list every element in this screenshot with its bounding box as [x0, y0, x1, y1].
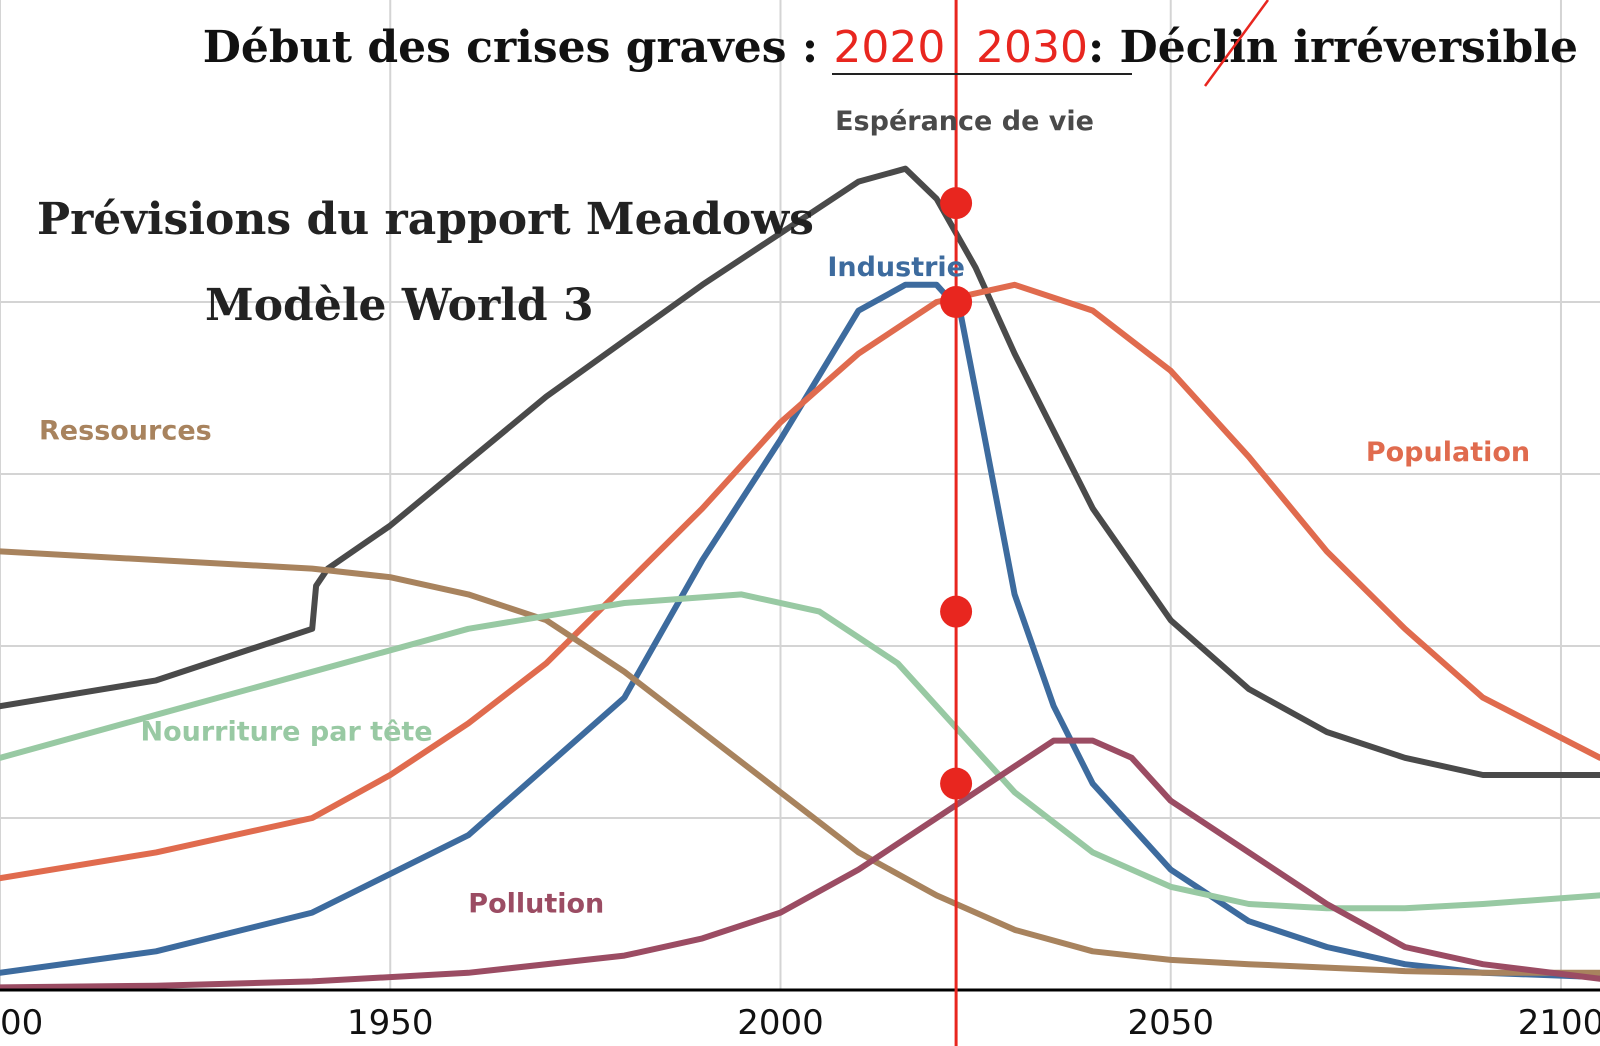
header-strike: [1203, 0, 1270, 87]
series-label-esperance-de-vie: Espérance de vie: [835, 106, 1094, 137]
series-label-industrie: Industrie: [827, 252, 965, 283]
series-line-population: [0, 281, 1600, 882]
chart-title-line-2: Modèle World 3: [205, 280, 594, 331]
header-text: Début des crises graves : 2020 2030: Déc…: [203, 22, 1578, 73]
crisis-marker-3: [940, 595, 973, 628]
grid-lines: [0, 0, 1600, 990]
series-line-pollution: [0, 737, 1600, 991]
x-tick-1950: 1950: [347, 1003, 434, 1043]
series-label-ressources: Ressources: [39, 416, 212, 447]
crisis-markers: [940, 187, 973, 800]
header-year-start: 2020: [833, 22, 945, 73]
series-line-esperance-de-vie: [0, 165, 1600, 778]
header-suffix: : Déclin irréversible: [1088, 22, 1578, 73]
x-tick-2000: 2000: [737, 1003, 824, 1043]
header-gap: [945, 22, 976, 73]
series-line-ressources: [0, 548, 1600, 976]
x-tick-labels: 1900 1950 2000 2050 2100: [0, 1003, 1600, 1043]
chart-title-line-1: Prévisions du rapport Meadows: [37, 194, 814, 245]
header-prefix: Début des crises graves :: [203, 22, 834, 73]
header: Début des crises graves : 2020 2030: Déc…: [203, 0, 1578, 87]
x-tick-1900: 1900: [0, 1003, 43, 1043]
header-year-end: 2030: [976, 22, 1088, 73]
x-tick-2100: 2100: [1518, 1003, 1600, 1043]
series-labels: Espérance de vie Industrie Population Resso…: [39, 106, 1530, 920]
crisis-marker-4: [940, 767, 973, 800]
crisis-marker-1: [940, 187, 973, 220]
series-label-pollution: Pollution: [468, 889, 604, 920]
series-label-nourriture-par-tete: Nourriture par tête: [140, 717, 432, 748]
x-tick-2050: 2050: [1127, 1003, 1214, 1043]
series-line-nourriture-par-tete: [0, 591, 1600, 912]
series-line-industrie: [0, 281, 1600, 981]
series-label-population: Population: [1366, 437, 1530, 468]
series-lines: [0, 165, 1600, 991]
crisis-marker-2: [940, 286, 973, 318]
